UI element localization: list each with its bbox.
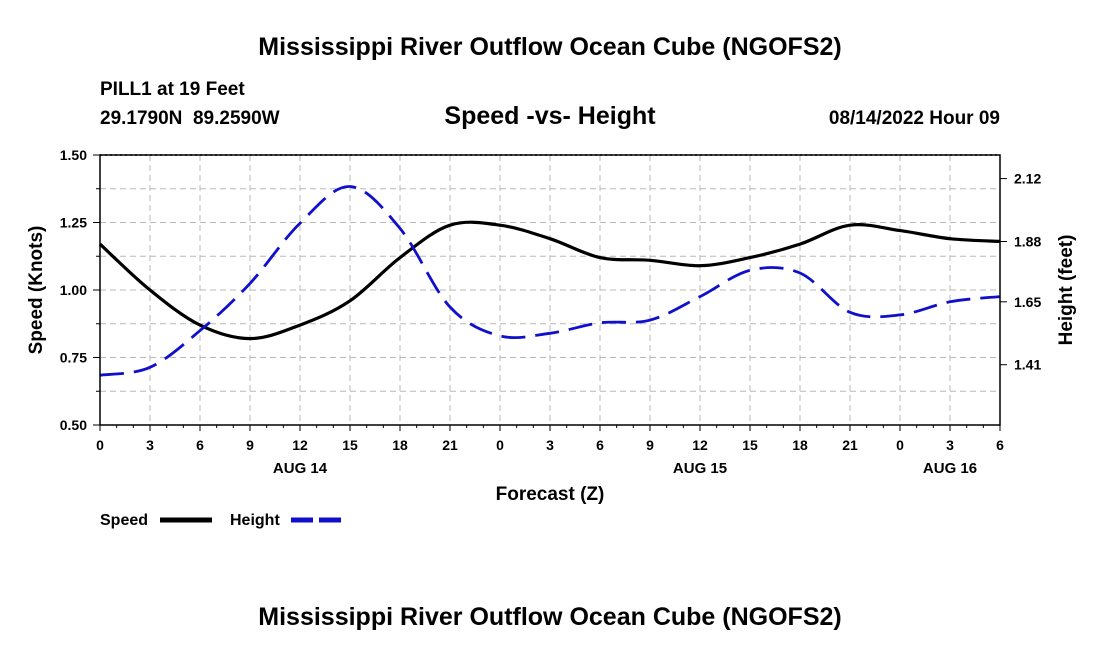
y-left-tick-label: 1.25 [60, 215, 87, 231]
x-tick-label: 15 [342, 437, 358, 453]
x-tick-label: 15 [742, 437, 758, 453]
y-left-tick-label: 1.00 [60, 282, 87, 298]
x-tick-label: 3 [946, 437, 954, 453]
x-tick-label: 3 [546, 437, 554, 453]
legend-label-speed: Speed [100, 512, 148, 529]
date-label: AUG 15 [673, 460, 727, 477]
x-tick-label: 6 [996, 437, 1004, 453]
series-line-height [99, 185, 1001, 377]
legend-label-height: Height [230, 512, 280, 529]
x-tick-label: 12 [292, 437, 308, 453]
y-right-tick-label: 2.12 [1014, 171, 1041, 187]
grid [100, 155, 1000, 425]
x-tick-label: 6 [196, 437, 204, 453]
x-tick-label: 18 [392, 437, 408, 453]
chart-title: Speed -vs- Height [444, 102, 656, 130]
station-coords: 29.1790N 89.2590W [100, 108, 280, 129]
x-tick-label: 21 [842, 437, 858, 453]
date-label: AUG 14 [273, 460, 328, 477]
x-tick-label: 9 [246, 437, 254, 453]
y-axis-label-right: Height (feet) [1056, 235, 1077, 346]
y-right-tick-label: 1.65 [1014, 294, 1041, 310]
y-left-tick-label: 0.75 [60, 350, 87, 366]
station-name: PILL1 at 19 Feet [100, 79, 245, 100]
y-axis-label-left: Speed (Knots) [26, 226, 47, 355]
series-layer [98, 185, 1001, 377]
date-label: AUG 16 [923, 460, 977, 477]
axes: 0 3 6 9 12 15 18 21 0 3 6 9 12 15 18 21 0 3 6 AUG 14 AUG 15 A… [60, 147, 1042, 477]
x-tick-label: 12 [692, 437, 708, 453]
bottom-title: Mississippi River Outflow Ocean Cube (NG… [258, 603, 841, 631]
x-tick-label: 0 [896, 437, 904, 453]
x-tick-label: 18 [792, 437, 808, 453]
x-tick-label: 0 [96, 437, 104, 453]
y-left-tick-label: 0.50 [60, 417, 87, 433]
x-tick-label: 21 [442, 437, 458, 453]
y-right-tick-label: 1.88 [1014, 234, 1041, 250]
forecast-datetime: 08/14/2022 Hour 09 [829, 108, 1000, 129]
x-axis-label: Forecast (Z) [496, 484, 605, 505]
x-tick-label: 6 [596, 437, 604, 453]
main-title: Mississippi River Outflow Ocean Cube (NG… [258, 33, 841, 61]
x-tick-label: 3 [146, 437, 154, 453]
x-tick-label: 9 [646, 437, 654, 453]
y-left-tick-label: 1.50 [60, 147, 87, 163]
x-tick-label: 0 [496, 437, 504, 453]
legend: Speed Height [100, 512, 343, 529]
y-right-tick-label: 1.41 [1014, 357, 1041, 373]
series-line-speed [98, 220, 1001, 341]
